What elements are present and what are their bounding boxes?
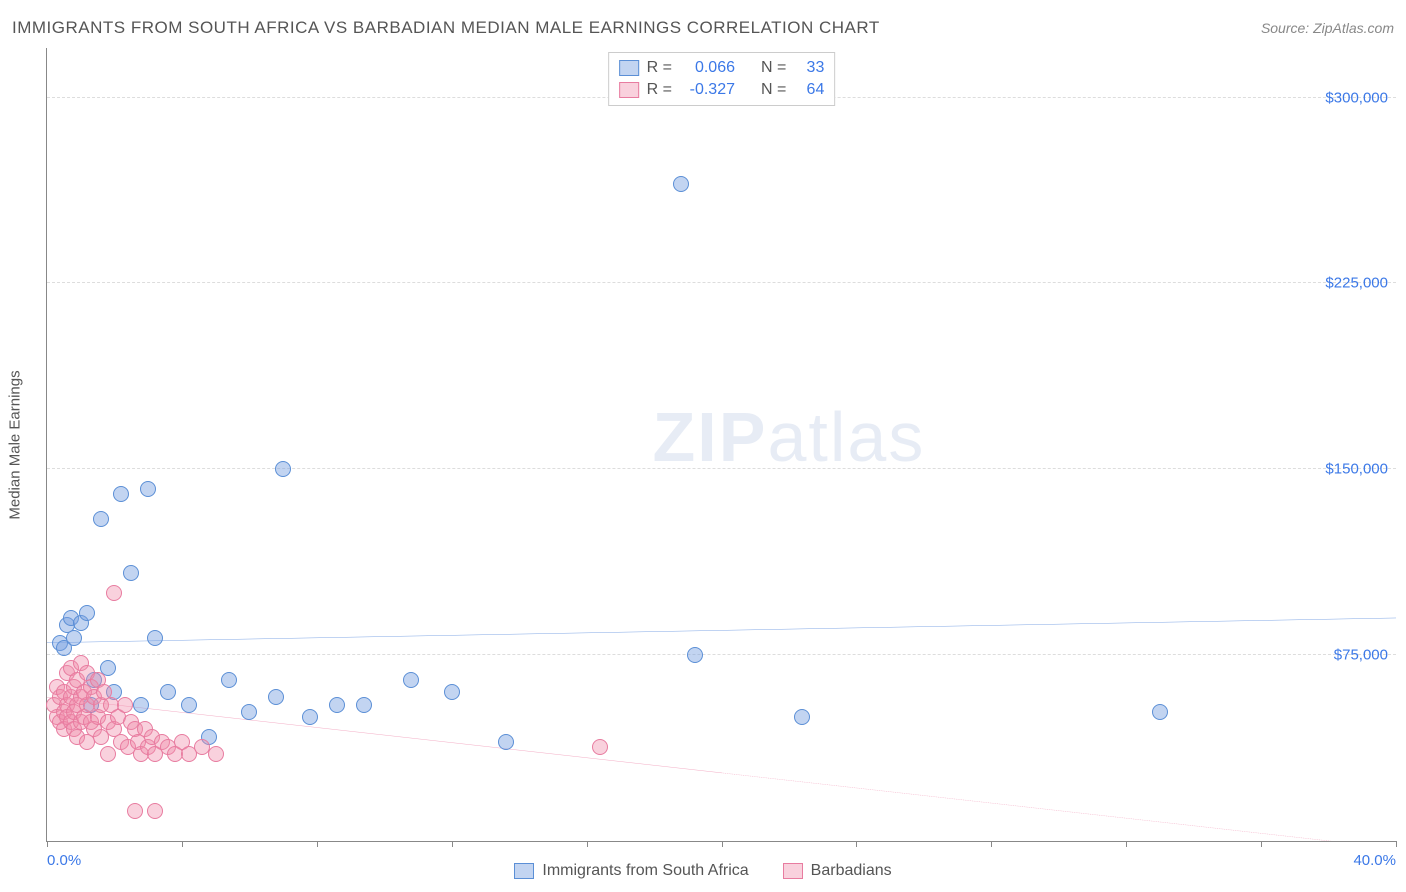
data-point-south_africa: [673, 176, 689, 192]
n-value: 33: [794, 59, 824, 77]
legend-label: Barbadians: [811, 862, 892, 880]
data-point-south_africa: [79, 605, 95, 621]
data-point-south_africa: [498, 734, 514, 750]
data-point-south_africa: [302, 709, 318, 725]
n-value: 64: [794, 81, 824, 99]
gridline-horizontal: [47, 654, 1396, 655]
data-point-south_africa: [794, 709, 810, 725]
data-point-south_africa: [687, 647, 703, 663]
x-tick: [47, 841, 48, 847]
y-tick-label: $300,000: [1325, 89, 1388, 106]
data-point-barbadians: [100, 746, 116, 762]
data-point-south_africa: [113, 486, 129, 502]
legend-label: Immigrants from South Africa: [542, 862, 748, 880]
x-tick: [856, 841, 857, 847]
gridline-horizontal: [47, 282, 1396, 283]
swatch-barbadians: [619, 82, 639, 98]
x-tick: [182, 841, 183, 847]
y-tick-label: $75,000: [1334, 647, 1388, 664]
legend-item-barbadians: Barbadians: [783, 862, 892, 880]
trend-line-south_africa: [47, 618, 1396, 643]
data-point-barbadians: [208, 746, 224, 762]
x-tick: [1396, 841, 1397, 847]
data-point-south_africa: [140, 481, 156, 497]
trend-overlay: [47, 48, 1396, 841]
stats-row-south_africa: R = 0.066 N = 33: [619, 57, 825, 79]
plot-area: Median Male Earnings $75,000$150,000$225…: [46, 48, 1396, 842]
y-tick-label: $150,000: [1325, 461, 1388, 478]
data-point-south_africa: [66, 630, 82, 646]
swatch-south_africa: [514, 863, 534, 879]
chart-header: IMMIGRANTS FROM SOUTH AFRICA VS BARBADIA…: [12, 18, 1394, 38]
x-tick: [1261, 841, 1262, 847]
data-point-south_africa: [241, 704, 257, 720]
data-point-south_africa: [1152, 704, 1168, 720]
chart-title: IMMIGRANTS FROM SOUTH AFRICA VS BARBADIA…: [12, 18, 880, 38]
x-tick: [317, 841, 318, 847]
r-label: R =: [647, 59, 672, 77]
gridline-horizontal: [47, 468, 1396, 469]
data-point-south_africa: [181, 697, 197, 713]
data-point-south_africa: [147, 630, 163, 646]
data-point-south_africa: [123, 565, 139, 581]
legend-item-south_africa: Immigrants from South Africa: [514, 862, 748, 880]
data-point-south_africa: [444, 684, 460, 700]
data-point-barbadians: [592, 739, 608, 755]
data-point-south_africa: [329, 697, 345, 713]
data-point-south_africa: [160, 684, 176, 700]
stats-box: R = 0.066 N = 33 R = -0.327 N = 64: [608, 52, 836, 106]
n-label: N =: [761, 81, 786, 99]
data-point-south_africa: [133, 697, 149, 713]
r-value: -0.327: [680, 81, 735, 99]
x-tick: [722, 841, 723, 847]
data-point-south_africa: [403, 672, 419, 688]
watermark: ZIPatlas: [653, 397, 926, 477]
x-tick: [1126, 841, 1127, 847]
data-point-south_africa: [275, 461, 291, 477]
data-point-barbadians: [127, 803, 143, 819]
data-point-south_africa: [356, 697, 372, 713]
y-tick-label: $225,000: [1325, 275, 1388, 292]
n-label: N =: [761, 59, 786, 77]
x-tick: [587, 841, 588, 847]
y-axis-title: Median Male Earnings: [7, 370, 24, 519]
x-tick: [452, 841, 453, 847]
data-point-barbadians: [117, 697, 133, 713]
x-tick: [991, 841, 992, 847]
swatch-south_africa: [619, 60, 639, 76]
data-point-barbadians: [106, 585, 122, 601]
r-label: R =: [647, 81, 672, 99]
swatch-barbadians: [783, 863, 803, 879]
source-attribution: Source: ZipAtlas.com: [1261, 20, 1394, 36]
data-point-south_africa: [268, 689, 284, 705]
legend-bottom: Immigrants from South Africa Barbadians: [0, 862, 1406, 880]
r-value: 0.066: [680, 59, 735, 77]
data-point-south_africa: [93, 511, 109, 527]
stats-row-barbadians: R = -0.327 N = 64: [619, 79, 825, 101]
data-point-south_africa: [221, 672, 237, 688]
data-point-barbadians: [147, 803, 163, 819]
plot-inner: Median Male Earnings $75,000$150,000$225…: [46, 48, 1396, 842]
trend-line-barbadians-dashed: [722, 773, 1397, 841]
